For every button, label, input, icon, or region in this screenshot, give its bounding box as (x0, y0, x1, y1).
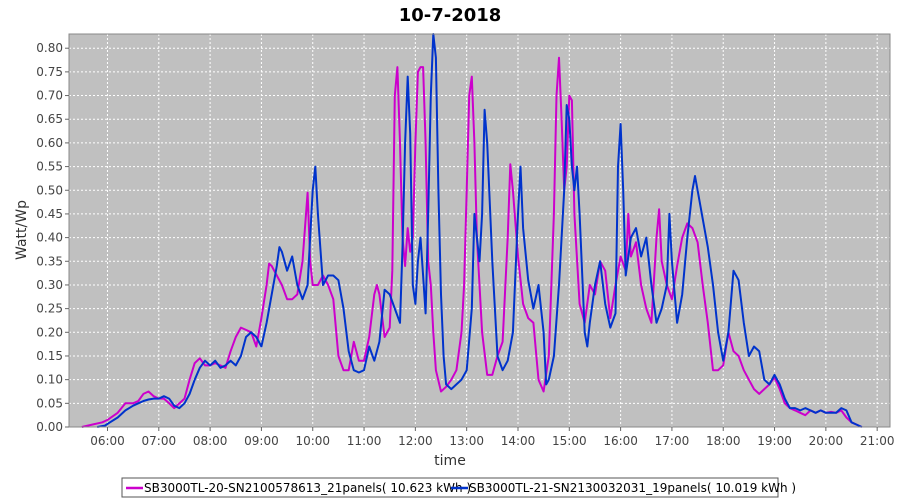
series-line-1 (81, 56, 863, 428)
legend-box (121, 477, 779, 498)
series-line-2 (97, 33, 863, 428)
y-tick-label: 0.05 (36, 396, 63, 410)
y-axis-label: Watt/Wp (14, 200, 30, 260)
y-tick-label: 0.65 (36, 112, 63, 126)
x-axis-label: time (434, 453, 466, 469)
x-tick-label: 08:00 (193, 434, 228, 448)
y-tick-label: 0.15 (36, 349, 63, 363)
gridlines (69, 34, 890, 428)
x-tick-label: 12:00 (398, 434, 433, 448)
x-tick-label: 14:00 (501, 434, 536, 448)
y-tick-label: 0.55 (36, 160, 63, 174)
x-tick-label: 13:00 (449, 434, 484, 448)
y-tick-label: 0.35 (36, 254, 63, 268)
x-tick-label: 16:00 (603, 434, 638, 448)
x-tick-label: 07:00 (142, 434, 177, 448)
y-tick-label: 0.80 (36, 41, 63, 55)
x-tick-label: 18:00 (706, 434, 741, 448)
x-tick-label: 09:00 (244, 434, 279, 448)
y-tick-label: 0.60 (36, 136, 63, 150)
y-axis: 0.00 0.05 0.10 0.15 0.20 0.25 0.30 0.35 0.40 0.45… (36, 41, 69, 434)
x-tick-label: 11:00 (347, 434, 382, 448)
legend-label-series-2: SB3000TL-21-SN2130032031_19panels( 10.01… (469, 481, 796, 495)
y-tick-label: 0.25 (36, 302, 63, 316)
x-tick-label: 10:00 (295, 434, 330, 448)
y-tick-label: 0.40 (36, 231, 63, 245)
y-tick-label: 0.75 (36, 65, 63, 79)
y-tick-label: 0.50 (36, 183, 63, 197)
plot-border (68, 33, 891, 428)
legend-label-series-1: SB3000TL-20-SN2100578613_21panels( 10.62… (144, 481, 471, 495)
y-tick-label: 0.45 (36, 207, 63, 221)
x-tick-label: 21:00 (860, 434, 895, 448)
series-group (81, 33, 863, 428)
chart-title: 10-7-2018 (399, 5, 502, 26)
y-tick-label: 0.30 (36, 278, 63, 292)
x-tick-label: 17:00 (655, 434, 690, 448)
x-tick-label: 19:00 (757, 434, 792, 448)
y-tick-label: 0.00 (36, 420, 63, 434)
y-tick-label: 0.70 (36, 89, 63, 103)
y-tick-label: 0.10 (36, 373, 63, 387)
y-tick-label: 0.20 (36, 325, 63, 339)
x-axis: 06:00 07:00 08:00 09:00 10:00 11:00 12:00 13:00… (90, 427, 894, 448)
x-tick-label: 20:00 (809, 434, 844, 448)
legend: SB3000TL-20-SN2100578613_21panels( 10.62… (121, 477, 796, 498)
x-tick-label: 15:00 (552, 434, 587, 448)
x-tick-label: 06:00 (90, 434, 125, 448)
